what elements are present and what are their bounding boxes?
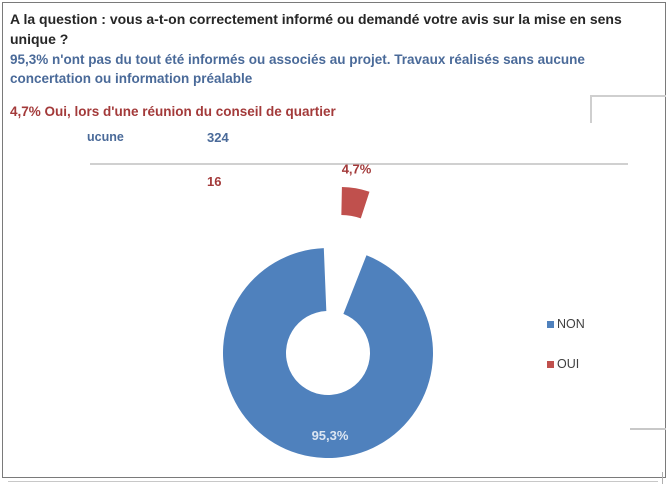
slice-oui[interactable] bbox=[341, 187, 370, 219]
table-divider bbox=[90, 163, 628, 165]
cell-border-left bbox=[590, 95, 592, 123]
frame-shadow-tick bbox=[662, 472, 663, 484]
table-row-count-non: 324 bbox=[207, 130, 229, 145]
cell-border-top bbox=[590, 95, 666, 97]
legend: NON OUI bbox=[547, 314, 585, 394]
data-label-oui: 4,7% bbox=[342, 161, 372, 176]
oui-summary-text: 4,7% Oui, lors d'une réunion du conseil … bbox=[10, 104, 336, 119]
legend-item-oui[interactable]: OUI bbox=[547, 354, 585, 374]
slice-non[interactable] bbox=[223, 248, 433, 458]
legend-label-oui: OUI bbox=[557, 357, 580, 371]
legend-label-non: NON bbox=[557, 317, 585, 331]
non-summary-text: 95,3% n'ont pas du tout été informés ou … bbox=[10, 52, 585, 86]
frame-shadow-line bbox=[8, 481, 658, 482]
question-text: A la question : vous a-t-on correctement… bbox=[10, 11, 622, 47]
legend-swatch-non bbox=[547, 320, 554, 328]
table-row-count-oui: 16 bbox=[207, 174, 222, 189]
data-label-non: 95,3% bbox=[312, 428, 349, 443]
cell-border-bottom bbox=[630, 428, 666, 430]
legend-swatch-oui bbox=[547, 360, 554, 368]
table-row-label: ucune bbox=[87, 130, 124, 144]
legend-item-non[interactable]: NON bbox=[547, 314, 585, 334]
